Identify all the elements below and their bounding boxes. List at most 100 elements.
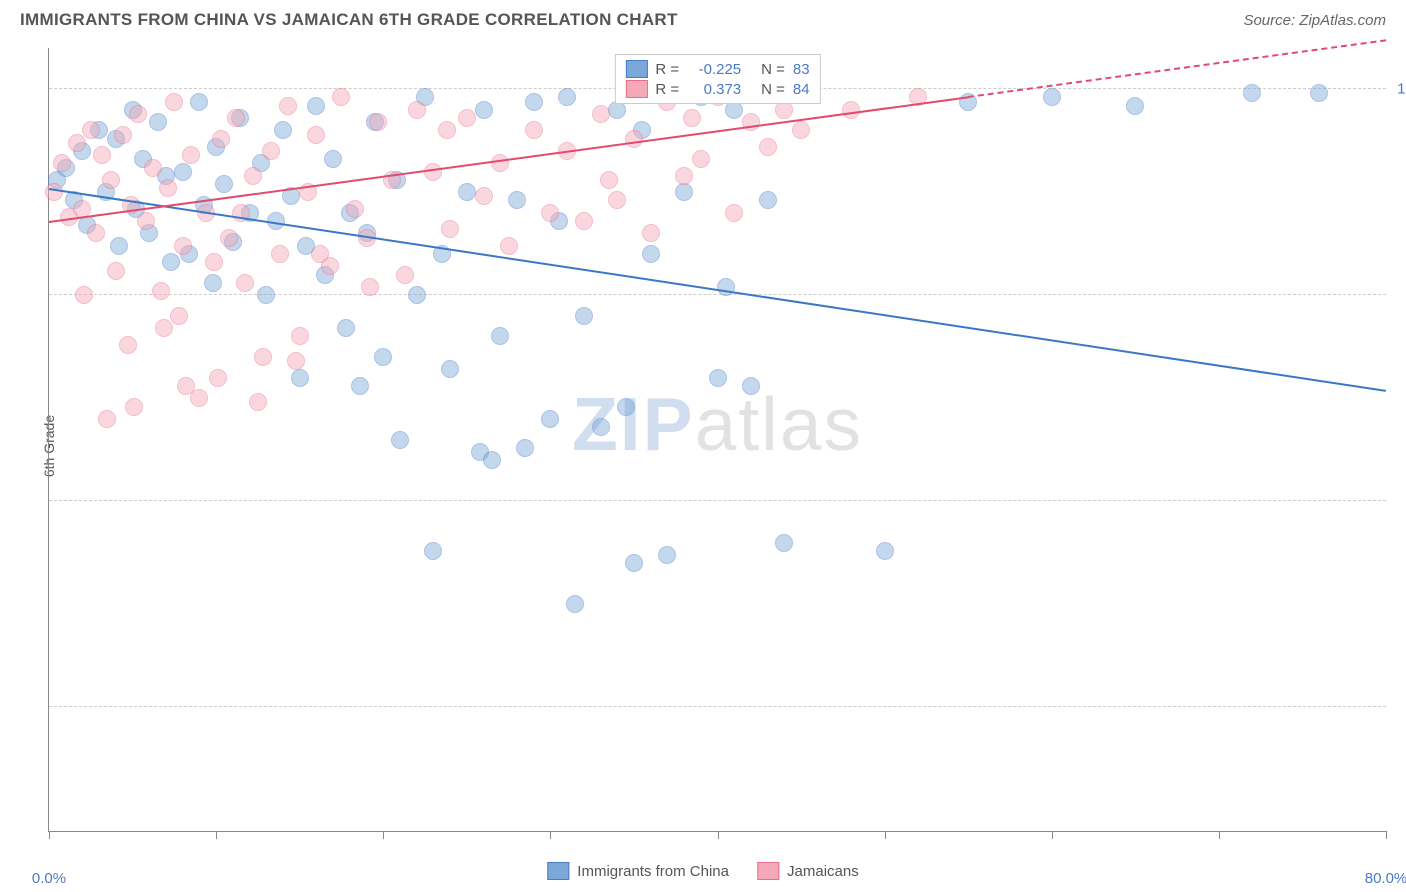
series-legend: Immigrants from China Jamaicans xyxy=(547,862,858,880)
data-point xyxy=(458,109,476,127)
chart-title: IMMIGRANTS FROM CHINA VS JAMAICAN 6TH GR… xyxy=(20,10,678,30)
data-point xyxy=(1126,97,1144,115)
data-point xyxy=(311,245,329,263)
data-point xyxy=(441,220,459,238)
data-point xyxy=(775,534,793,552)
data-point xyxy=(541,204,559,222)
data-point xyxy=(675,183,693,201)
data-point xyxy=(93,146,111,164)
gridline xyxy=(49,706,1386,707)
x-tick xyxy=(383,831,384,839)
data-point xyxy=(212,130,230,148)
x-tick-label: 0.0% xyxy=(32,870,66,887)
data-point xyxy=(159,179,177,197)
data-point xyxy=(174,237,192,255)
y-tick-label: 100.0% xyxy=(1397,81,1406,98)
correlation-legend: R = -0.225 N = 83R = 0.373 N = 84 xyxy=(614,54,820,104)
data-point xyxy=(369,113,387,131)
data-point xyxy=(346,200,364,218)
data-point xyxy=(227,109,245,127)
data-point xyxy=(792,121,810,139)
data-point xyxy=(508,191,526,209)
data-point xyxy=(149,113,167,131)
data-point xyxy=(291,327,309,345)
data-point xyxy=(351,377,369,395)
data-point xyxy=(125,398,143,416)
data-point xyxy=(98,410,116,428)
data-point xyxy=(658,546,676,564)
data-point xyxy=(244,167,262,185)
legend-label: Jamaicans xyxy=(787,863,859,880)
legend-item: Immigrants from China xyxy=(547,862,729,880)
r-label: R = xyxy=(655,81,679,98)
data-point xyxy=(500,237,518,255)
data-point xyxy=(759,138,777,156)
data-point xyxy=(600,171,618,189)
x-tick xyxy=(885,831,886,839)
data-point xyxy=(215,175,233,193)
data-point xyxy=(516,439,534,457)
data-point xyxy=(287,352,305,370)
data-point xyxy=(842,101,860,119)
data-point xyxy=(1043,88,1061,106)
data-point xyxy=(525,93,543,111)
data-point xyxy=(174,163,192,181)
data-point xyxy=(742,377,760,395)
data-point xyxy=(458,183,476,201)
data-point xyxy=(257,286,275,304)
data-point xyxy=(592,105,610,123)
data-point xyxy=(45,183,63,201)
data-point xyxy=(324,150,342,168)
data-point xyxy=(53,154,71,172)
data-point xyxy=(483,451,501,469)
x-tick xyxy=(1386,831,1387,839)
data-point xyxy=(110,237,128,255)
n-label: N = xyxy=(761,81,785,98)
data-point xyxy=(204,274,222,292)
data-point xyxy=(1243,84,1261,102)
legend-swatch xyxy=(625,80,647,98)
data-point xyxy=(424,542,442,560)
data-point xyxy=(475,187,493,205)
data-point xyxy=(236,274,254,292)
legend-swatch xyxy=(547,862,569,880)
data-point xyxy=(361,278,379,296)
data-point xyxy=(262,142,280,160)
data-point xyxy=(725,204,743,222)
data-point xyxy=(475,101,493,119)
data-point xyxy=(307,126,325,144)
data-point xyxy=(274,121,292,139)
n-value: 84 xyxy=(793,81,810,98)
n-value: 83 xyxy=(793,61,810,78)
r-value: 0.373 xyxy=(687,81,741,98)
data-point xyxy=(129,105,147,123)
data-point xyxy=(642,245,660,263)
legend-label: Immigrants from China xyxy=(577,863,729,880)
x-tick xyxy=(1219,831,1220,839)
data-point xyxy=(391,431,409,449)
data-point xyxy=(114,126,132,144)
data-point xyxy=(190,389,208,407)
data-point xyxy=(408,286,426,304)
data-point xyxy=(291,369,309,387)
data-point xyxy=(374,348,392,366)
data-point xyxy=(575,212,593,230)
data-point xyxy=(271,245,289,263)
r-value: -0.225 xyxy=(687,61,741,78)
data-point xyxy=(307,97,325,115)
data-point xyxy=(396,266,414,284)
legend-row: R =-0.225N =83 xyxy=(625,59,809,79)
data-point xyxy=(205,253,223,271)
data-point xyxy=(625,554,643,572)
data-point xyxy=(491,327,509,345)
data-point xyxy=(144,159,162,177)
data-point xyxy=(642,224,660,242)
n-label: N = xyxy=(761,61,785,78)
source-label: Source: ZipAtlas.com xyxy=(1243,12,1386,29)
legend-row: R = 0.373 N = 84 xyxy=(625,79,809,99)
data-point xyxy=(279,97,297,115)
data-point xyxy=(683,109,701,127)
legend-swatch xyxy=(757,862,779,880)
data-point xyxy=(332,88,350,106)
data-point xyxy=(155,319,173,337)
